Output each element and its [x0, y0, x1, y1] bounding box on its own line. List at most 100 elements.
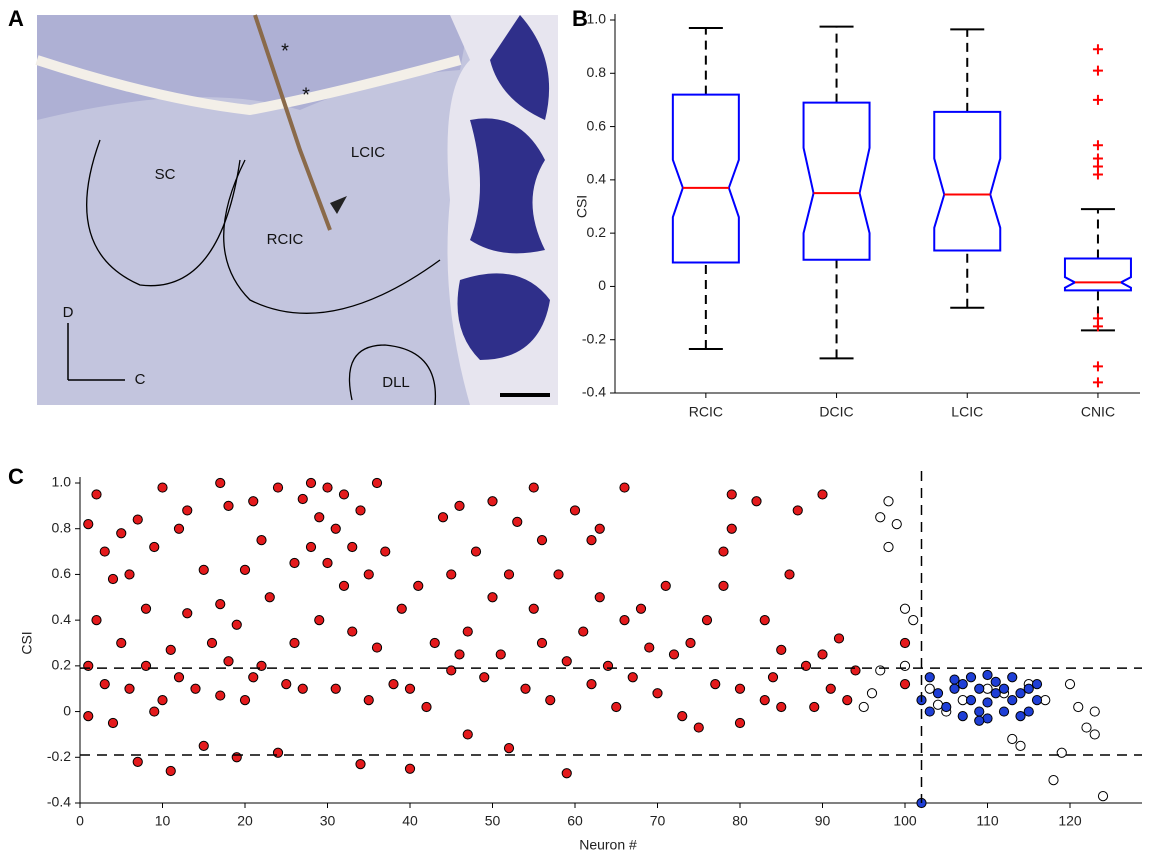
data-point — [380, 546, 391, 557]
y-axis-title: CSI — [19, 631, 35, 654]
data-point — [536, 535, 548, 546]
data-point — [215, 477, 226, 489]
outlier — [1092, 140, 1103, 151]
data-point — [256, 660, 267, 671]
data-point — [974, 706, 985, 717]
data-point — [479, 672, 490, 683]
data-point — [371, 642, 383, 653]
data-point — [908, 615, 919, 626]
data-point — [998, 706, 1010, 717]
data-point — [578, 626, 589, 637]
data-point — [305, 477, 317, 489]
data-point — [503, 743, 515, 754]
data-point — [264, 592, 275, 603]
region-label: SC — [155, 166, 176, 183]
data-point — [965, 672, 977, 683]
data-point — [91, 615, 102, 626]
data-point — [116, 637, 127, 649]
data-point — [1056, 747, 1067, 758]
data-point — [800, 660, 812, 671]
region-label: DLL — [382, 374, 410, 391]
y-tick-label: -0.4 — [47, 794, 71, 810]
data-point — [1097, 791, 1109, 802]
data-point — [165, 765, 176, 777]
data-point — [759, 615, 770, 626]
data-point — [924, 706, 935, 717]
box — [933, 110, 1002, 252]
data-point — [924, 683, 935, 694]
data-point — [140, 603, 152, 614]
data-point — [899, 679, 911, 690]
data-point — [404, 763, 416, 774]
data-point — [974, 715, 985, 726]
data-point — [792, 505, 803, 516]
box — [671, 93, 740, 264]
data-point — [561, 768, 572, 779]
data-point — [974, 683, 985, 694]
data-point — [239, 695, 251, 706]
data-point — [677, 711, 688, 722]
data-point — [363, 695, 374, 706]
y-tick-label: 0.6 — [587, 117, 607, 133]
data-point — [330, 683, 341, 694]
data-point — [825, 683, 836, 694]
x-tick-label: LCIC — [951, 404, 983, 420]
data-point — [272, 482, 284, 493]
x-tick-label: 100 — [893, 813, 917, 829]
data-point — [957, 711, 968, 722]
data-point — [297, 683, 308, 694]
y-tick-label: 0.2 — [587, 224, 607, 240]
data-point — [305, 541, 317, 553]
data-point — [883, 496, 894, 507]
data-point — [899, 637, 911, 649]
y-tick-label: 0 — [63, 702, 71, 718]
data-point — [833, 633, 845, 644]
data-point — [899, 660, 911, 671]
panel-label: A — [8, 6, 24, 31]
data-point — [850, 665, 861, 676]
data-point — [751, 496, 762, 507]
data-point — [644, 642, 655, 653]
data-point — [718, 580, 729, 591]
data-point — [899, 603, 911, 614]
data-point — [668, 649, 680, 660]
region-label: RCIC — [267, 231, 304, 248]
y-tick-label: 0.8 — [587, 64, 607, 80]
data-point — [949, 683, 960, 694]
y-tick-label: -0.4 — [582, 384, 606, 400]
data-point — [396, 603, 407, 614]
y-tick-label: 0.6 — [52, 565, 72, 581]
data-point — [462, 729, 473, 740]
data-point — [1015, 711, 1026, 722]
data-point — [817, 649, 828, 660]
data-point — [594, 523, 605, 534]
data-point — [91, 489, 102, 500]
data-point — [338, 580, 350, 591]
data-point — [355, 505, 366, 516]
data-point — [536, 637, 548, 649]
x-tick-label: 80 — [732, 813, 748, 829]
data-point — [190, 683, 201, 694]
data-point — [875, 512, 886, 523]
data-point — [998, 683, 1010, 694]
data-point — [817, 489, 828, 500]
data-point — [1023, 706, 1034, 717]
data-point — [1015, 688, 1026, 699]
data-point — [949, 674, 960, 685]
data-point — [173, 672, 185, 683]
data-point — [619, 482, 630, 493]
data-point — [487, 592, 498, 603]
data-point — [388, 679, 399, 690]
data-point — [545, 695, 556, 706]
asterisk: * — [302, 84, 310, 106]
data-point — [149, 541, 160, 553]
data-point — [734, 683, 746, 694]
data-point — [652, 688, 663, 699]
outlier — [1092, 361, 1103, 372]
data-point — [281, 679, 292, 690]
x-tick-label: 60 — [567, 813, 583, 829]
data-point — [528, 603, 539, 614]
data-point — [215, 599, 226, 610]
data-point — [602, 660, 614, 671]
